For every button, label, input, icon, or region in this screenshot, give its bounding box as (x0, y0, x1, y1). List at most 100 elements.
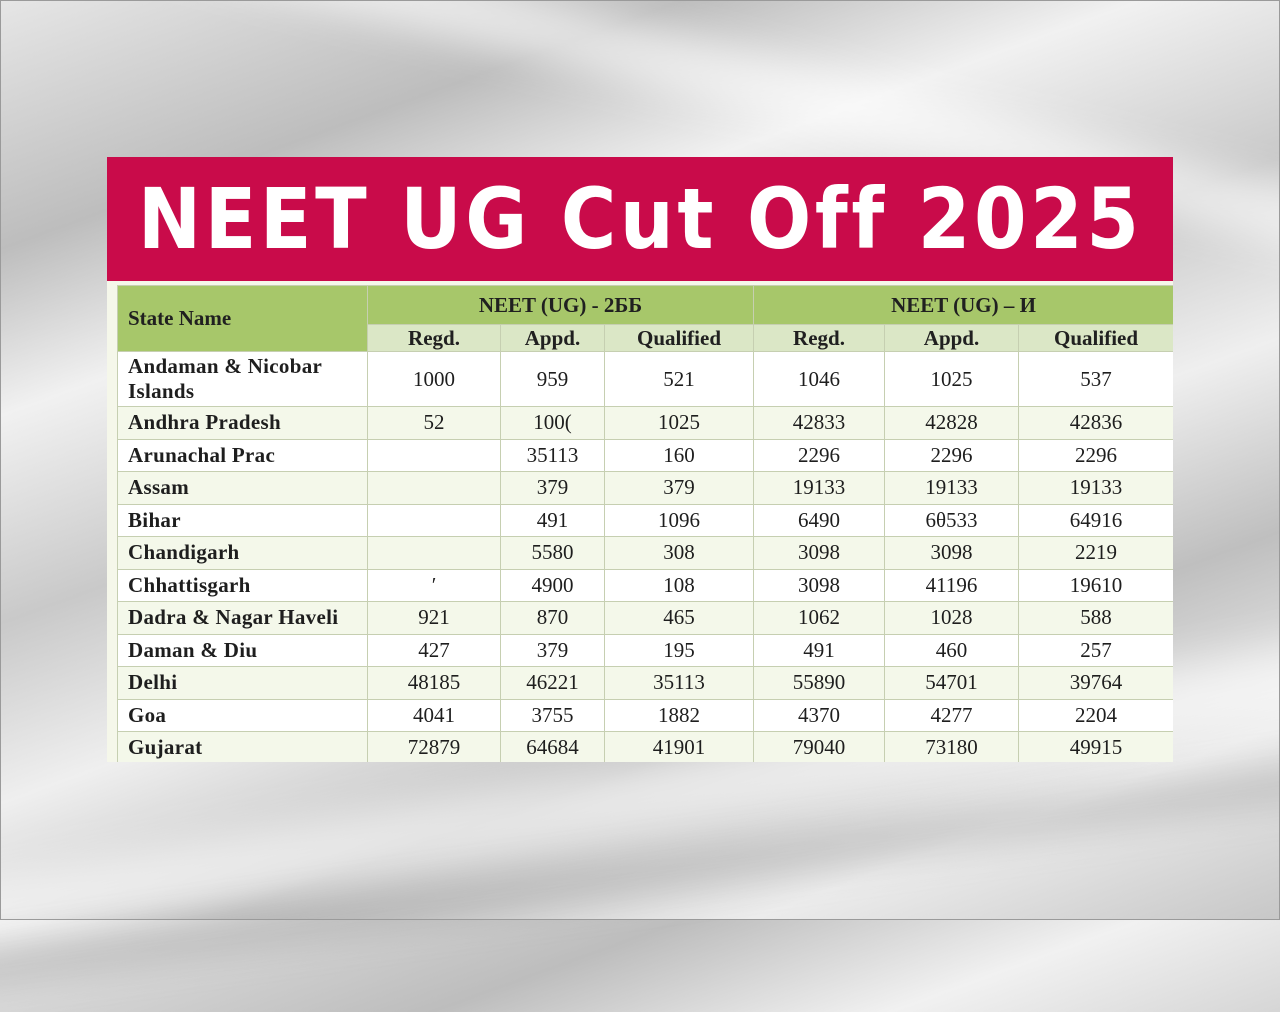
table-row: Daman & Diu 427 379 195 491 460 257 (117, 633, 1173, 667)
value-cell: 2296 (753, 438, 886, 472)
value-cell: 5580 (500, 536, 605, 570)
cutoff-table: State Name NEET (UG) - 2ББ NEET (UG) – И… (117, 285, 1173, 762)
value-cell: 42828 (884, 406, 1020, 440)
value-cell: 42836 (1018, 406, 1173, 440)
value-cell: 64684 (500, 731, 605, 762)
value-cell: 79040 (753, 731, 886, 762)
value-cell: 3098 (753, 536, 886, 570)
group-header-2: NEET (UG) – И (753, 285, 1173, 325)
value-cell: 52 (367, 406, 501, 440)
value-cell: ′ (367, 568, 501, 602)
value-cell: 2204 (1018, 698, 1173, 732)
value-cell: 870 (500, 601, 605, 635)
value-cell: 4900 (500, 568, 605, 602)
value-cell: 195 (603, 633, 755, 667)
table-row: Gujarat 72879 64684 41901 79040 73180 49915 (117, 731, 1173, 762)
value-cell (367, 503, 501, 537)
column-header: Regd. (753, 324, 886, 352)
value-cell: 4041 (367, 698, 501, 732)
value-cell: 108 (603, 568, 755, 602)
state-name-header: State Name (117, 285, 368, 352)
state-name-cell: Arunachal Prac (117, 438, 368, 472)
value-cell: 379 (500, 471, 605, 505)
value-cell: 19610 (1018, 568, 1173, 602)
value-cell: 19133 (1018, 471, 1173, 505)
state-name-cell: Daman & Diu (117, 633, 368, 667)
value-cell: 1046 (753, 351, 886, 407)
table-row: Delhi 48185 46221 35113 55890 54701 39764 (117, 666, 1173, 700)
value-cell: 379 (603, 471, 755, 505)
value-cell: 1000 (367, 351, 501, 407)
state-name-cell: Chhattisgarh (117, 568, 368, 602)
cutoff-table-panel: State Name NEET (UG) - 2ББ NEET (UG) – И… (107, 281, 1173, 762)
value-cell: 921 (367, 601, 501, 635)
value-cell: 491 (753, 633, 886, 667)
value-cell: 537 (1018, 351, 1173, 407)
value-cell: 959 (500, 351, 605, 407)
value-cell: 1028 (884, 601, 1020, 635)
value-cell: 491 (500, 503, 605, 537)
state-name-cell: Assam (117, 471, 368, 505)
value-cell: 72879 (367, 731, 501, 762)
banner-title: NEET UG Cut Off 2025 (137, 170, 1143, 268)
state-name-cell: Chandigarh (117, 536, 368, 570)
table-row: Andaman & Nicobar Islands 1000 959 521 1046 1… (117, 351, 1173, 407)
value-cell: 35113 (500, 438, 605, 472)
value-cell: 55890 (753, 666, 886, 700)
state-name-cell: Andhra Pradesh (117, 406, 368, 440)
value-cell: 41196 (884, 568, 1020, 602)
value-cell: 257 (1018, 633, 1173, 667)
value-cell: 6θ533 (884, 503, 1020, 537)
table-row: Goa 4041 3755 1882 4370 4277 2204 (117, 698, 1173, 732)
value-cell (367, 536, 501, 570)
value-cell: 521 (603, 351, 755, 407)
state-name-cell: Goa (117, 698, 368, 732)
value-cell: 1025 (884, 351, 1020, 407)
value-cell: 1062 (753, 601, 886, 635)
value-cell: 39764 (1018, 666, 1173, 700)
value-cell: 54701 (884, 666, 1020, 700)
state-name-cell: Bihar (117, 503, 368, 537)
value-cell: 588 (1018, 601, 1173, 635)
value-cell: 19133 (884, 471, 1020, 505)
group-header-1: NEET (UG) - 2ББ (366, 285, 755, 325)
value-cell: 379 (500, 633, 605, 667)
title-banner: NEET UG Cut Off 2025 (107, 157, 1173, 281)
state-name-cell: Delhi (117, 666, 368, 700)
value-cell: 1882 (603, 698, 755, 732)
value-cell: 308 (603, 536, 755, 570)
value-cell: 3755 (500, 698, 605, 732)
value-cell: 49915 (1018, 731, 1173, 762)
value-cell: 48185 (367, 666, 501, 700)
value-cell: 2296 (1018, 438, 1173, 472)
table-row: Assam 379 379 19133 19133 19133 (117, 471, 1173, 505)
column-header: Appd. (500, 324, 605, 352)
value-cell: 42833 (753, 406, 886, 440)
value-cell: 160 (603, 438, 755, 472)
state-name-cell: Gujarat (117, 731, 368, 762)
value-cell (367, 438, 501, 472)
value-cell: 1025 (603, 406, 755, 440)
table-row: Bihar 491 1096 6490 6θ533 64916 (117, 503, 1173, 537)
value-cell: 4277 (884, 698, 1020, 732)
value-cell: 1096 (603, 503, 755, 537)
value-cell: 4370 (753, 698, 886, 732)
value-cell: 19133 (753, 471, 886, 505)
column-header: Appd. (884, 324, 1020, 352)
value-cell: 64916 (1018, 503, 1173, 537)
table-row: Arunachal Prac 35113 160 2296 2296 2296 (117, 438, 1173, 472)
table-row: Chhattisgarh ′ 4900 108 3098 41196 19610 (117, 568, 1173, 602)
column-header: Qualified (603, 324, 755, 352)
value-cell: 73180 (884, 731, 1020, 762)
value-cell: 41901 (603, 731, 755, 762)
value-cell: 465 (603, 601, 755, 635)
value-cell: 35113 (603, 666, 755, 700)
table-row: Andhra Pradesh 52 100(1025 42833 42828 42836 (117, 406, 1173, 440)
table-row: Dadra & Nagar Haveli 921 870 465 1062 1028 588 (117, 601, 1173, 635)
state-name-cell: Dadra & Nagar Haveli (117, 601, 368, 635)
value-cell (367, 471, 501, 505)
value-cell: 3098 (884, 536, 1020, 570)
column-header: Qualified (1018, 324, 1173, 352)
value-cell: 2296 (884, 438, 1020, 472)
table-row: Chandigarh 5580 308 3098 3098 2219 (117, 536, 1173, 570)
